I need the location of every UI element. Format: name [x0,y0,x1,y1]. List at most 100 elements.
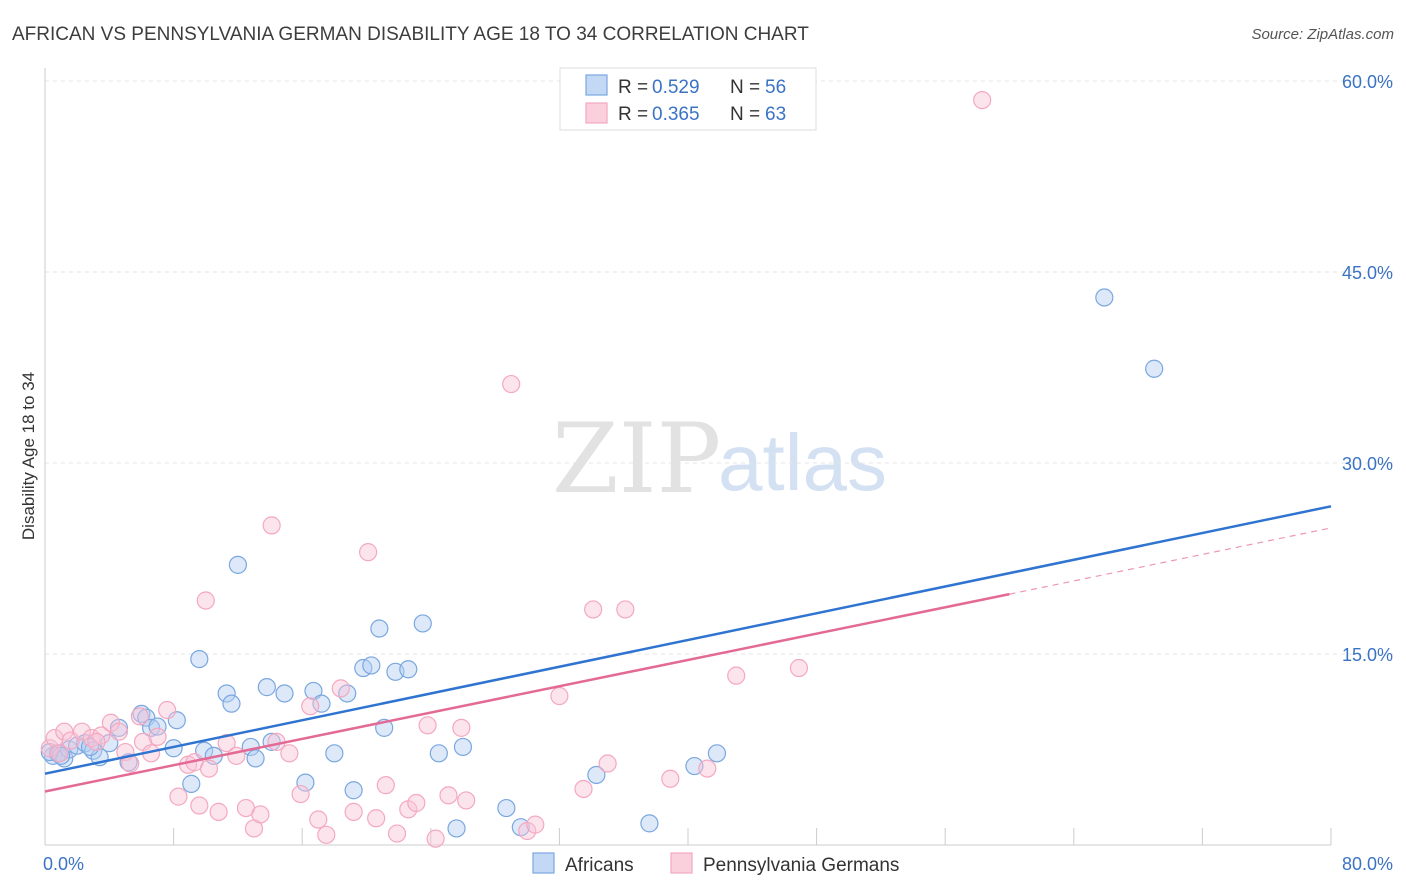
y-axis-label: Disability Age 18 to 34 [19,372,38,540]
trend-line-africans [44,505,1332,775]
y-tick-label: 60.0% [1342,72,1393,92]
point-pennsylvania-germans [698,759,717,778]
point-pennsylvania-germans [317,825,336,844]
chart-title: AFRICAN VS PENNSYLVANIA GERMAN DISABILIT… [12,24,809,45]
point-pennsylvania-germans [973,90,992,110]
point-africans [257,678,276,697]
point-africans [325,744,344,763]
point-pennsylvania-germans [301,697,320,716]
point-pennsylvania-germans [344,802,363,821]
point-pennsylvania-germans [550,686,569,706]
point-pennsylvania-germans [661,769,680,788]
point-africans [453,737,473,757]
grid-lines [45,80,1393,655]
point-pennsylvania-germans [376,776,395,795]
point-pennsylvania-germans [40,739,59,758]
point-pennsylvania-germans [359,543,378,562]
point-pennsylvania-germans [280,744,299,763]
legend-r-value-africans: 0.529 [652,77,700,98]
point-africans [217,684,236,703]
point-pennsylvania-germans [526,815,545,834]
point-pennsylvania-germans [251,805,270,824]
bottom-legend-swatch-pennsylvania-germans [670,852,693,874]
data-points [40,90,1164,848]
trend-lines [44,505,1332,793]
legend-r-label-pennsylvania-germans: R = [618,104,648,125]
point-africans [497,798,516,818]
x-tick-label-max: 80.0% [1342,854,1393,874]
bottom-legend-swatch-africans [532,852,555,874]
point-africans [362,656,381,675]
point-africans [1145,359,1164,378]
point-pennsylvania-germans [50,744,69,763]
legend-swatch-pennsylvania-germans [585,102,608,124]
point-africans [429,744,448,763]
point-pennsylvania-germans [72,722,92,741]
point-pennsylvania-germans [331,679,350,698]
point-pennsylvania-germans [789,658,809,678]
point-africans [344,781,363,800]
chart-source: Source: ZipAtlas.com [1251,26,1394,43]
legend-box: R = 0.529 N = 56 R = 0.365 N = 63 [559,67,817,131]
y-tick-label: 15.0% [1342,645,1393,665]
point-pennsylvania-germans [209,802,228,821]
y-tick-labels: 15.0% 30.0% 45.0% 60.0% [1342,72,1393,665]
point-pennsylvania-germans [598,754,617,773]
point-pennsylvania-germans [727,666,746,685]
trend-line-pennsylvania-germans-extension [1009,527,1332,595]
legend-n-value-africans: 56 [765,77,786,98]
point-pennsylvania-germans [584,600,603,619]
point-pennsylvania-germans [452,718,471,737]
point-pennsylvania-germans [439,786,458,805]
trend-line-pennsylvania-germans [44,592,1010,793]
legend-n-label-pennsylvania-germans: N = [730,104,760,125]
axes [44,68,1332,846]
point-pennsylvania-germans [426,829,445,848]
point-africans [296,773,315,792]
y-tick-label: 45.0% [1342,263,1393,283]
point-africans [190,649,209,669]
point-pennsylvania-germans [457,791,476,810]
point-africans [312,694,331,713]
point-pennsylvania-germans [574,779,593,799]
legend-r-value-pennsylvania-germans: 0.365 [652,104,700,125]
bottom-legend: Africans Pennsylvania Germans [532,852,899,876]
point-pennsylvania-germans [407,793,426,813]
legend-n-value-pennsylvania-germans: 63 [765,104,786,125]
point-pennsylvania-germans [148,727,167,746]
point-pennsylvania-germans [217,734,236,753]
point-africans [413,614,432,633]
point-africans [587,765,606,785]
point-pennsylvania-germans [291,784,310,804]
point-pennsylvania-germans [109,722,129,741]
point-africans [370,619,389,638]
point-pennsylvania-germans [199,759,219,778]
point-africans [1095,288,1114,307]
point-pennsylvania-germans [387,824,407,843]
point-pennsylvania-germans [158,700,177,720]
x-tick-label-min: 0.0% [43,854,84,874]
point-africans [246,749,265,768]
point-africans [640,814,659,833]
point-africans [148,717,167,736]
point-africans [275,684,294,703]
point-pennsylvania-germans [367,809,386,828]
legend-swatch-africans [585,74,608,96]
legend-r-label-africans: R = [618,77,648,98]
bottom-legend-label-pennsylvania-germans: Pennsylvania Germans [703,855,899,876]
y-tick-label: 30.0% [1342,454,1393,474]
point-pennsylvania-germans [616,600,635,619]
point-africans [707,744,727,763]
legend-n-label-africans: N = [730,77,760,98]
point-pennsylvania-germans [418,716,437,735]
watermark-atlas: atlas [718,418,887,507]
bottom-legend-label-africans: Africans [565,855,634,876]
point-africans [141,718,161,737]
point-africans [228,555,247,574]
point-africans [40,742,59,762]
point-pennsylvania-germans [190,796,209,815]
point-pennsylvania-germans [87,732,106,751]
point-africans [447,819,466,838]
point-pennsylvania-germans [196,591,215,610]
